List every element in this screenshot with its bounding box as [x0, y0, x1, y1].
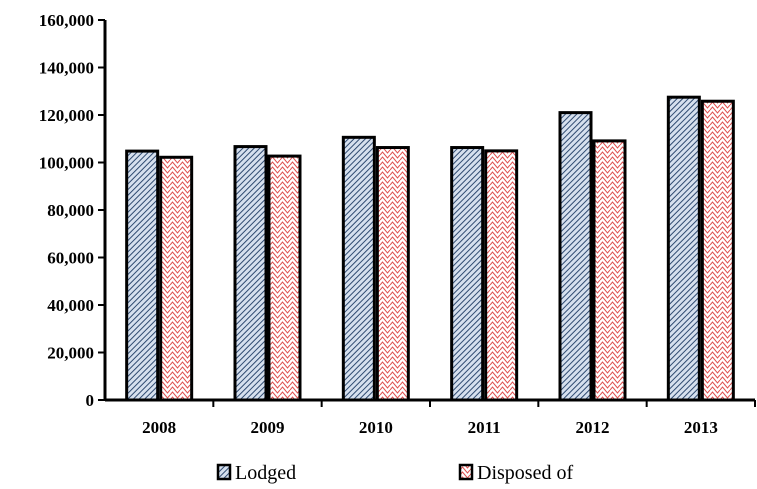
bar-disposed-of-2013	[700, 99, 735, 402]
x-tick-label: 2013	[684, 418, 718, 437]
bar-disposed-of-2010	[375, 146, 410, 402]
bars	[125, 95, 735, 402]
x-tick-label: 2009	[251, 418, 285, 437]
bar-lodged-2009	[233, 145, 268, 402]
y-tick-label: 120,000	[39, 106, 94, 125]
y-tick-label: 60,000	[47, 249, 94, 268]
legend-label-lodged: Lodged	[235, 462, 296, 484]
legend-swatch-lodged	[216, 463, 232, 481]
x-tick-label: 2010	[359, 418, 393, 437]
legend: Lodged Disposed of	[216, 462, 573, 484]
y-axis: 0 20,000 40,000 60,000 80,000 100,000 120,000 1…	[39, 11, 107, 410]
bar-disposed-of-2012	[592, 139, 627, 402]
bar-lodged-2012	[558, 111, 593, 402]
x-axis: 2008 2009 2010 2011 2012 2013	[105, 398, 756, 437]
y-tick-label: 140,000	[39, 59, 94, 78]
y-tick-label: 80,000	[47, 201, 94, 220]
bar-disposed-of-2008	[159, 155, 194, 402]
bar-lodged-2013	[666, 95, 701, 402]
bar-disposed-of-2011	[484, 149, 519, 402]
y-tick-label: 0	[86, 391, 95, 410]
y-tick-label: 40,000	[47, 296, 94, 315]
y-tick-label: 20,000	[47, 344, 94, 363]
bar-lodged-2008	[125, 149, 160, 402]
y-tick-label: 100,000	[39, 154, 94, 173]
bar-lodged-2011	[450, 146, 485, 402]
bar-lodged-2010	[341, 135, 376, 402]
legend-label-disposed-of: Disposed of	[477, 462, 573, 484]
y-tick-label: 160,000	[39, 11, 94, 30]
x-tick-label: 2012	[576, 418, 610, 437]
bar-disposed-of-2009	[267, 154, 302, 402]
legend-swatch-disposed-of	[458, 463, 474, 481]
x-tick-label: 2011	[468, 418, 501, 437]
x-tick-label: 2008	[142, 418, 176, 437]
